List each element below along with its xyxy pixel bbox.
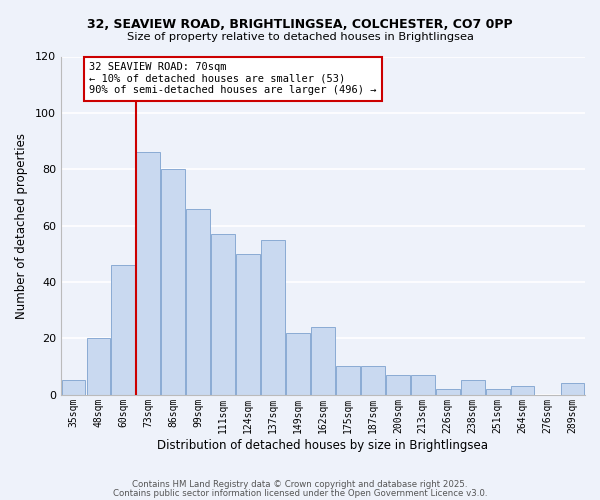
Bar — [86, 338, 110, 394]
Bar — [161, 169, 185, 394]
Y-axis label: Number of detached properties: Number of detached properties — [15, 132, 28, 318]
Bar — [560, 384, 584, 394]
Bar — [187, 208, 210, 394]
Bar — [386, 375, 410, 394]
Bar — [461, 380, 485, 394]
Text: 32, SEAVIEW ROAD, BRIGHTLINGSEA, COLCHESTER, CO7 0PP: 32, SEAVIEW ROAD, BRIGHTLINGSEA, COLCHES… — [87, 18, 513, 30]
Bar — [236, 254, 260, 394]
Bar — [436, 389, 460, 394]
Bar — [261, 240, 285, 394]
Bar — [336, 366, 360, 394]
Bar — [211, 234, 235, 394]
Text: Contains HM Land Registry data © Crown copyright and database right 2025.: Contains HM Land Registry data © Crown c… — [132, 480, 468, 489]
Bar — [62, 380, 85, 394]
Bar — [411, 375, 434, 394]
Text: 32 SEAVIEW ROAD: 70sqm
← 10% of detached houses are smaller (53)
90% of semi-det: 32 SEAVIEW ROAD: 70sqm ← 10% of detached… — [89, 62, 376, 96]
Bar — [361, 366, 385, 394]
X-axis label: Distribution of detached houses by size in Brightlingsea: Distribution of detached houses by size … — [157, 440, 488, 452]
Bar — [311, 327, 335, 394]
Text: Size of property relative to detached houses in Brightlingsea: Size of property relative to detached ho… — [127, 32, 473, 42]
Bar — [136, 152, 160, 394]
Bar — [286, 332, 310, 394]
Bar — [486, 389, 509, 394]
Bar — [511, 386, 535, 394]
Bar — [112, 265, 135, 394]
Text: Contains public sector information licensed under the Open Government Licence v3: Contains public sector information licen… — [113, 489, 487, 498]
